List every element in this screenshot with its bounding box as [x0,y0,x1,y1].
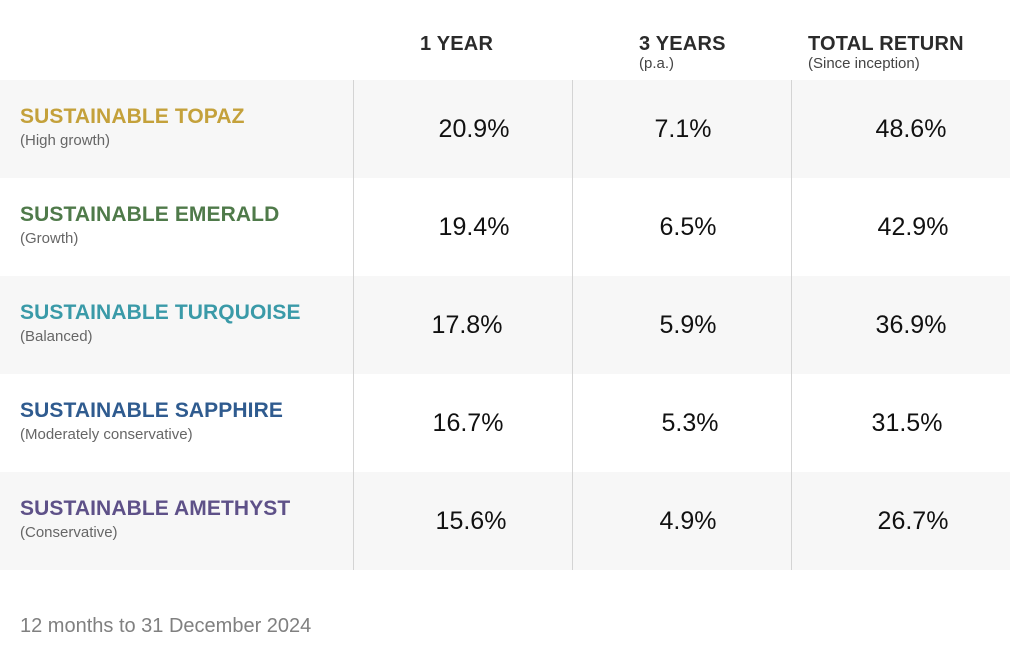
fund-description: (Moderately conservative) [20,426,193,443]
header-3-years: 3 YEARS (p.a.) [639,33,726,73]
table-row: SUSTAINABLE TOPAZ (High growth) 20.9% 7.… [0,80,1010,178]
header-3-years-title: 3 YEARS [639,33,726,55]
column-divider [572,80,573,570]
footnote: 12 months to 31 December 2024 [20,615,312,637]
column-divider [353,80,354,570]
table-row: SUSTAINABLE SAPPHIRE (Moderately conserv… [0,374,1010,472]
column-divider [791,80,792,570]
header-3-years-subtitle: (p.a.) [639,55,675,72]
fund-cell: SUSTAINABLE SAPPHIRE (Moderately conserv… [20,398,283,446]
value-1-year: 17.8% [431,311,503,339]
fund-name: SUSTAINABLE TOPAZ [20,105,245,128]
header-1-year-title: 1 YEAR [420,33,494,55]
fund-name: SUSTAINABLE AMETHYST [20,497,291,520]
fund-name: SUSTAINABLE EMERALD [20,203,280,226]
table-row: SUSTAINABLE AMETHYST (Conservative) 15.6… [0,472,1010,570]
fund-name: SUSTAINABLE SAPPHIRE [20,399,283,422]
value-3-years: 5.3% [661,409,719,437]
value-total-return: 36.9% [875,311,947,339]
fund-cell: SUSTAINABLE TURQUOISE (Balanced) [20,300,301,348]
header-1-year: 1 YEAR [420,33,493,55]
fund-name: SUSTAINABLE TURQUOISE [20,301,301,324]
fund-cell: SUSTAINABLE AMETHYST (Conservative) [20,496,290,544]
value-3-years: 7.1% [654,115,712,143]
value-3-years: 6.5% [659,213,717,241]
header-total-return-subtitle: (Since inception) [808,55,920,72]
value-1-year: 19.4% [438,213,510,241]
value-total-return: 31.5% [871,409,943,437]
value-1-year: 20.9% [438,115,510,143]
value-total-return: 48.6% [875,115,947,143]
value-1-year: 16.7% [432,409,504,437]
fund-description: (Balanced) [20,328,93,345]
fund-cell: SUSTAINABLE TOPAZ (High growth) [20,104,245,152]
fund-description: (High growth) [20,132,111,149]
returns-table: SUSTAINABLE TOPAZ (High growth) 20.9% 7.… [0,80,1010,570]
value-1-year: 15.6% [435,507,507,535]
header-total-return: TOTAL RETURN (Since inception) [808,33,964,73]
fund-description: (Conservative) [20,524,118,541]
value-3-years: 5.9% [659,311,717,339]
table-row: SUSTAINABLE EMERALD (Growth) 19.4% 6.5% … [0,178,1010,276]
value-total-return: 26.7% [877,507,949,535]
header-total-return-title: TOTAL RETURN [808,33,964,55]
table-row: SUSTAINABLE TURQUOISE (Balanced) 17.8% 5… [0,276,1010,374]
fund-cell: SUSTAINABLE EMERALD (Growth) [20,202,279,250]
fund-description: (Growth) [20,230,79,247]
value-3-years: 4.9% [659,507,717,535]
table-header: 1 YEAR 3 YEARS (p.a.) TOTAL RETURN (Sinc… [0,0,1010,80]
value-total-return: 42.9% [877,213,949,241]
